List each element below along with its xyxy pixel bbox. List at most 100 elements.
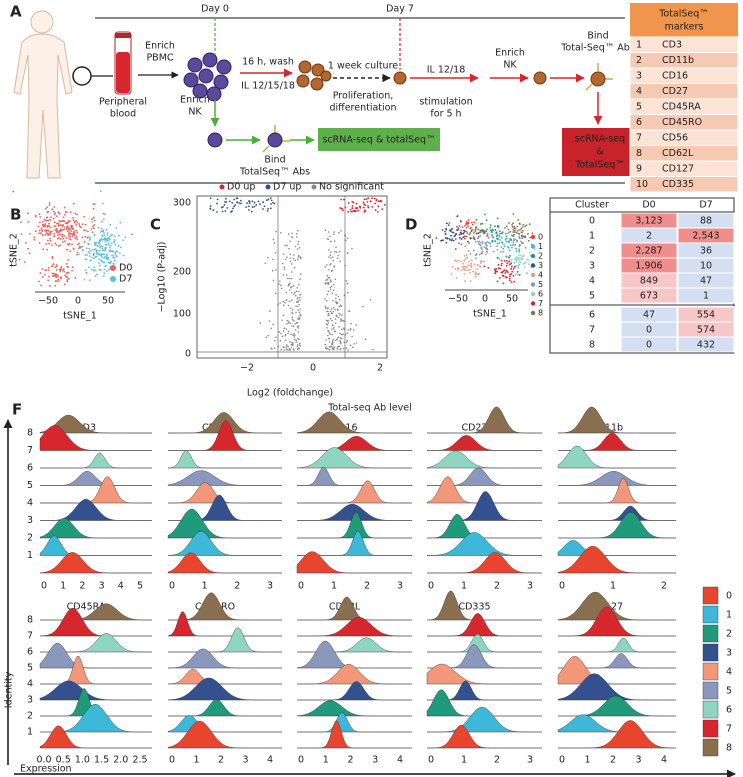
cell-point [27, 212, 29, 215]
cell-point [513, 265, 516, 268]
gene-point [216, 202, 218, 205]
cell-point [38, 232, 40, 235]
cell-point [466, 232, 469, 235]
gene-point [330, 257, 332, 259]
density-ridge [296, 664, 412, 685]
table-cell: 5 [589, 291, 595, 302]
legend-swatch [530, 282, 536, 287]
density-ridge [557, 540, 676, 556]
cell-point [95, 241, 98, 244]
cell-point [111, 254, 113, 257]
cell-point [486, 232, 489, 235]
density-ridge [40, 471, 152, 486]
cell-point [454, 248, 457, 250]
cell-point [485, 243, 487, 246]
gene-point [327, 282, 330, 284]
cell-point [122, 254, 125, 257]
cell-point [44, 273, 46, 276]
cell-point [93, 241, 96, 244]
cell-point [50, 265, 53, 267]
gene-point [216, 211, 218, 213]
legend-swatch [530, 244, 536, 249]
cell-point [463, 273, 466, 275]
density-ridge [427, 613, 542, 637]
gene-point [337, 295, 340, 298]
gene-point [335, 294, 337, 296]
cell-point [33, 238, 36, 241]
cell-point [54, 266, 57, 269]
cell-point [454, 235, 456, 237]
cell-point [463, 237, 466, 240]
gene-point [328, 256, 330, 258]
cell-point [39, 232, 42, 235]
gene-point [299, 314, 302, 317]
gene-point [336, 257, 339, 259]
table-cell: 432 [697, 340, 715, 351]
gene-point [351, 205, 354, 207]
gene-point [329, 333, 331, 336]
cell-point [99, 231, 102, 233]
cell-point [75, 223, 78, 226]
cell-point [516, 258, 519, 261]
gene-point [291, 318, 294, 321]
cell-point [101, 220, 103, 223]
cell-point [507, 228, 510, 231]
y-tick-label: 3 [27, 695, 33, 706]
gene-point [340, 230, 342, 232]
cell-point [103, 268, 106, 271]
cell-point [511, 270, 514, 273]
table-cell: 3 [589, 261, 595, 272]
cell-point [122, 239, 125, 242]
cell-point [99, 246, 101, 249]
x-tick-label: 3 [372, 755, 378, 766]
y-axis-label: Identity [4, 671, 15, 708]
density-ridge [39, 414, 152, 434]
gene-point [287, 332, 289, 335]
cell-point [45, 230, 48, 233]
step-label: Enrich [180, 95, 210, 106]
cell-point [509, 230, 512, 233]
cell-point [451, 231, 454, 234]
cell-point [97, 226, 100, 229]
gene-point [298, 247, 301, 249]
gene-point [240, 202, 242, 205]
cell-point [524, 225, 527, 228]
cell-point [76, 231, 79, 234]
gene-point [325, 346, 328, 348]
cell-point [106, 232, 109, 234]
gene-point [326, 274, 329, 277]
gene-point [246, 202, 248, 204]
cell-point [512, 231, 515, 233]
panel-label: C [150, 216, 161, 234]
x-tick-label: 0 [41, 581, 47, 592]
cell-point [48, 242, 50, 245]
gene-point [355, 210, 357, 212]
gene-point [292, 312, 294, 315]
density-ridge [40, 452, 152, 469]
cell-point [63, 234, 66, 237]
cell-point [39, 272, 42, 274]
gene-point [333, 330, 336, 333]
gene-point [342, 209, 345, 212]
cell-point [481, 228, 484, 231]
gene-point [297, 331, 300, 333]
gene-point [346, 339, 349, 342]
cell-point [489, 226, 492, 229]
cell-point [120, 246, 122, 249]
cell-point [500, 246, 503, 249]
cell-point [71, 235, 74, 238]
gene-point [259, 203, 261, 205]
cell-point [58, 219, 61, 222]
x-tick-label: 2 [347, 755, 353, 766]
cell-point [51, 230, 53, 233]
cell-point [477, 232, 480, 235]
cell-point [508, 256, 510, 259]
gene-point [342, 333, 344, 335]
cell-point [95, 250, 98, 253]
gene-point [338, 312, 340, 315]
gene-point [327, 312, 330, 315]
legend-swatch [702, 605, 719, 624]
cell-point [52, 263, 55, 266]
cell-point [102, 212, 105, 215]
